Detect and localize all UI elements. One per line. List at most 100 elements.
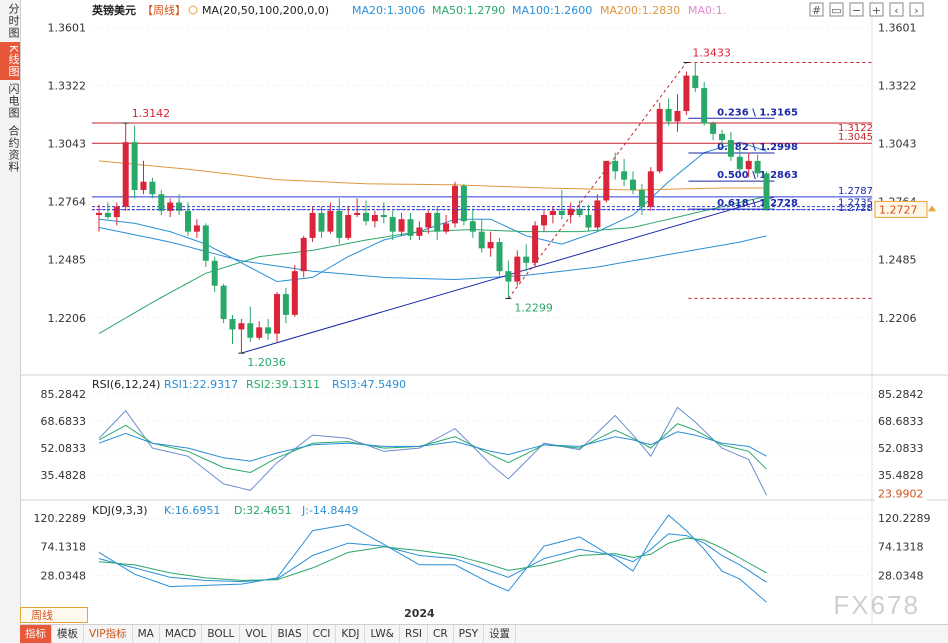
- candle-body: [113, 206, 120, 218]
- ma-value-3: MA200:1.2830: [600, 4, 680, 17]
- candle-body: [727, 140, 734, 157]
- tab-templates[interactable]: 模板: [52, 625, 84, 643]
- candle-body: [612, 160, 619, 172]
- tab-kdj[interactable]: KDJ: [336, 625, 366, 643]
- period-selector[interactable]: 周线: [20, 607, 88, 623]
- chevron-left-icon[interactable]: ‹: [889, 2, 904, 17]
- fib-level-label: 0.382 \ 1.2998: [717, 142, 798, 153]
- rsi-tick-right: 35.4828: [878, 469, 924, 482]
- tab-macd[interactable]: MACD: [160, 625, 203, 643]
- ma-line-ma20: [98, 141, 767, 283]
- ma-value-1: MA50:1.2790: [432, 4, 505, 17]
- kdj-tick-left: 120.2289: [34, 512, 87, 525]
- tab-vol[interactable]: VOL: [240, 625, 273, 643]
- plus-icon[interactable]: +: [869, 2, 884, 17]
- svg-text:#: #: [812, 4, 821, 17]
- rsi-tick-left: 35.4828: [41, 469, 87, 482]
- tab-settings[interactable]: 设置: [484, 625, 517, 643]
- candle-body: [692, 75, 699, 89]
- kdj-tick-right: 120.2289: [878, 512, 931, 525]
- current-price-label: 1.2727: [879, 203, 918, 216]
- candle-body: [585, 215, 592, 228]
- candle-body: [282, 294, 289, 315]
- candle-body: [140, 181, 147, 191]
- blue-level-label: 1.2728: [838, 203, 873, 214]
- tab-boll[interactable]: BOLL: [202, 625, 241, 643]
- rsi3-value: RSI3:47.5490: [332, 378, 406, 391]
- tab-contract-info[interactable]: 合约资料: [7, 125, 20, 174]
- candle-body: [460, 185, 467, 222]
- tab-lwr[interactable]: LW&: [365, 625, 400, 643]
- rsi-line-rsi1: [98, 406, 767, 496]
- tab-psy[interactable]: PSY: [454, 625, 485, 643]
- chevron-right-icon[interactable]: ›: [909, 2, 924, 17]
- candle-body: [736, 156, 743, 170]
- candle-body: [674, 110, 681, 122]
- candle-body: [309, 212, 316, 238]
- tab-cr[interactable]: CR: [428, 625, 454, 643]
- candle-body: [719, 133, 725, 141]
- candle-body: [211, 260, 218, 286]
- minus-icon[interactable]: −: [849, 2, 864, 17]
- candle-body: [647, 171, 654, 207]
- candle-body: [104, 212, 111, 218]
- x-tick-label: 2024: [404, 607, 435, 620]
- candle-body: [630, 179, 636, 191]
- candle-body: [603, 160, 610, 201]
- ma-line-ma100: [98, 227, 767, 281]
- candle-body: [452, 185, 458, 224]
- tab-time-sharing[interactable]: 分时图: [7, 3, 20, 39]
- kdj-tick-left: 28.0348: [41, 569, 87, 582]
- ma-line-ma50: [98, 195, 767, 335]
- ma-value-0: MA20:1.3006: [352, 4, 425, 17]
- candle-body: [558, 210, 565, 216]
- price-chart[interactable]: 1.3601 1.3601 1.3322 1.3322 1.3043 1.3043 1.27…: [20, 0, 948, 624]
- candle-body: [638, 190, 645, 207]
- tab-bias[interactable]: BIAS: [272, 625, 308, 643]
- candle-body: [496, 242, 503, 272]
- rsi-current-tag: [875, 485, 927, 502]
- rsi-line-rsi3: [98, 431, 767, 462]
- blue-level-label: 1.2787: [838, 186, 873, 197]
- kdj-d-value: D:32.4651: [234, 504, 292, 517]
- tab-flash-chart[interactable]: 闪电图: [7, 83, 20, 120]
- candle-body: [336, 210, 343, 238]
- tab-ma[interactable]: MA: [133, 625, 160, 643]
- window-icon[interactable]: ▭: [829, 2, 844, 17]
- candle-body: [345, 215, 352, 238]
- price-up-arrow: [928, 205, 936, 212]
- candle-body: [131, 142, 138, 191]
- red-level-label: 1.3045: [838, 132, 873, 143]
- candle-body: [425, 212, 432, 228]
- tab-vip-indicators[interactable]: VIP指标: [84, 625, 133, 643]
- tab-indicators[interactable]: 指标: [20, 625, 52, 643]
- price-tick-left: 1.2485: [48, 254, 87, 267]
- candle-body: [487, 242, 494, 249]
- candle-body: [745, 160, 752, 170]
- price-tick-right: 1.2485: [878, 254, 917, 267]
- ma-params: MA(20,50,100,200,0,0): [202, 4, 329, 17]
- current-price-tag: [874, 200, 928, 218]
- rsi-tick-left: 52.0833: [41, 442, 87, 455]
- period-label: 【周线】: [142, 3, 186, 17]
- candle-body: [567, 208, 574, 216]
- tab-candlestick[interactable]: K线图: [0, 42, 20, 81]
- svg-text:‹: ‹: [894, 4, 898, 17]
- candle-body: [416, 227, 423, 236]
- rsi2-value: RSI2:39.1311: [246, 378, 320, 391]
- price-tick-right: 1.2206: [878, 312, 917, 325]
- tab-cci[interactable]: CCI: [308, 625, 337, 643]
- symbol-title: 英镑美元: [91, 3, 136, 17]
- tab-rsi[interactable]: RSI: [400, 625, 428, 643]
- candle-body: [656, 108, 663, 172]
- rsi-tick-left: 85.2842: [41, 388, 87, 401]
- candle-body: [398, 219, 405, 232]
- fib-extra-label: 1.3122: [838, 123, 873, 134]
- price-tick-right: 1.3043: [878, 138, 917, 151]
- candle-body: [505, 271, 512, 282]
- blue-level-label: 1.2735: [838, 198, 873, 209]
- low-label: 1.2036: [247, 356, 286, 369]
- candle-body: [354, 212, 361, 216]
- candle-body: [256, 327, 263, 338]
- grid-icon[interactable]: #: [809, 2, 824, 17]
